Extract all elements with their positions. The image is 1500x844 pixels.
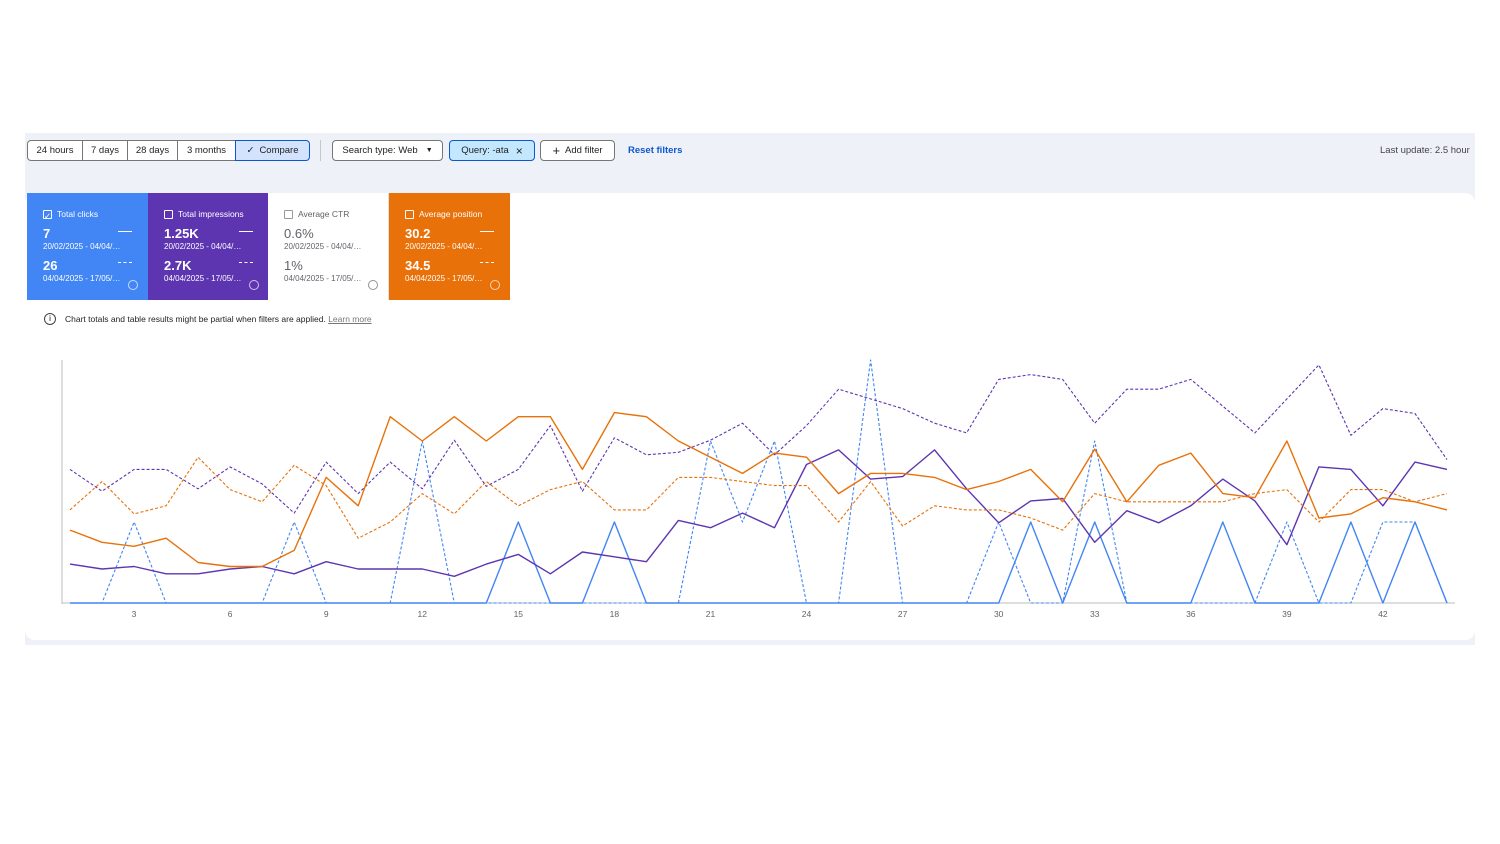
dashed-key bbox=[239, 262, 253, 263]
range-button[interactable]: 24 hours bbox=[27, 140, 83, 161]
card-range: 20/02/2025 - 04/04/… bbox=[43, 242, 121, 251]
range-button[interactable]: 7 days bbox=[82, 140, 128, 161]
x-tick-label: 24 bbox=[802, 609, 812, 619]
card-range: 04/04/2025 - 17/05/… bbox=[43, 274, 121, 283]
checkbox[interactable] bbox=[405, 210, 414, 219]
x-tick-label: 9 bbox=[324, 609, 329, 619]
checkbox[interactable] bbox=[284, 210, 293, 219]
series-line bbox=[69, 364, 1448, 514]
learn-more-link[interactable]: Learn more bbox=[328, 314, 372, 324]
solid-key bbox=[480, 231, 494, 232]
card-range: 04/04/2025 - 17/05/… bbox=[405, 274, 483, 283]
last-update: Last update: 2.5 hour bbox=[1380, 145, 1470, 156]
dropdown-icon: ▼ bbox=[425, 147, 433, 154]
card-value: 1.25K bbox=[164, 226, 199, 241]
checkbox[interactable] bbox=[164, 210, 173, 219]
card-range: 20/02/2025 - 04/04/… bbox=[284, 242, 362, 251]
search-type-label: Search type: Web bbox=[342, 145, 418, 156]
series-line bbox=[69, 449, 1448, 577]
metric-card[interactable]: ✓ Total clicks 7 20/02/2025 - 04/04/… 26 … bbox=[27, 193, 148, 300]
check-icon: ✓ bbox=[246, 145, 255, 156]
series-line bbox=[70, 359, 1448, 604]
x-tick-label: 36 bbox=[1186, 609, 1196, 619]
query-chip[interactable]: Query: -ata × bbox=[449, 140, 535, 161]
x-tick-label: 3 bbox=[132, 609, 137, 619]
search-type-chip[interactable]: Search type: Web ▼ bbox=[332, 140, 443, 161]
card-value: 2.7K bbox=[164, 258, 192, 273]
reset-filters[interactable]: Reset filters bbox=[628, 145, 683, 156]
note: Chart totals and table results might be … bbox=[65, 314, 372, 324]
card-range: 20/02/2025 - 04/04/… bbox=[164, 242, 242, 251]
card-value: 1% bbox=[284, 258, 303, 273]
x-tick-label: 15 bbox=[514, 609, 524, 619]
compare-button[interactable]: ✓ Compare bbox=[235, 140, 310, 161]
x-tick-label: 27 bbox=[898, 609, 908, 619]
card-range: 20/02/2025 - 04/04/… bbox=[405, 242, 483, 251]
x-tick-label: 33 bbox=[1090, 609, 1100, 619]
help-icon[interactable] bbox=[368, 280, 378, 290]
card-label: Average position bbox=[419, 209, 483, 219]
card-value: 0.6% bbox=[284, 226, 314, 241]
checkbox[interactable]: ✓ bbox=[43, 210, 52, 221]
card-label: Total impressions bbox=[178, 209, 244, 219]
card-value: 26 bbox=[43, 258, 58, 273]
card-value: 7 bbox=[43, 226, 51, 241]
x-tick-label: 18 bbox=[610, 609, 620, 619]
note-text: Chart totals and table results might be … bbox=[65, 314, 326, 324]
card-label: Average CTR bbox=[298, 209, 350, 219]
x-tick-label: 21 bbox=[706, 609, 716, 619]
divider bbox=[320, 140, 321, 161]
dashed-key bbox=[480, 262, 494, 263]
solid-key bbox=[118, 231, 132, 232]
x-tick-label: 6 bbox=[228, 609, 233, 619]
metric-card[interactable]: Total impressions 1.25K 20/02/2025 - 04/… bbox=[148, 193, 269, 300]
card-range: 04/04/2025 - 17/05/… bbox=[164, 274, 242, 283]
metric-card[interactable]: Average position 30.2 20/02/2025 - 04/04… bbox=[389, 193, 510, 300]
x-tick-label: 30 bbox=[994, 609, 1004, 619]
series-line bbox=[69, 411, 1448, 568]
solid-key bbox=[239, 231, 253, 232]
card-value: 30.2 bbox=[405, 226, 431, 241]
card-range: 04/04/2025 - 17/05/… bbox=[284, 274, 362, 283]
card-label: Total clicks bbox=[57, 209, 99, 219]
x-tick-label: 12 bbox=[418, 609, 428, 619]
remove-icon[interactable]: × bbox=[515, 143, 523, 158]
compare-label: Compare bbox=[259, 145, 299, 156]
help-icon[interactable] bbox=[249, 280, 259, 290]
info-icon: i bbox=[44, 313, 56, 325]
metric-card[interactable]: Average CTR 0.6% 20/02/2025 - 04/04/… 1%… bbox=[268, 193, 389, 300]
query-label: Query: -ata bbox=[461, 145, 509, 156]
help-icon[interactable] bbox=[128, 280, 138, 290]
add-filter-label: Add filter bbox=[565, 145, 603, 156]
dashed-key bbox=[118, 262, 132, 263]
help-icon[interactable] bbox=[490, 280, 500, 290]
card-value: 34.5 bbox=[405, 258, 431, 273]
x-tick-label: 39 bbox=[1282, 609, 1292, 619]
add-filter-button[interactable]: + Add filter bbox=[540, 140, 615, 161]
x-tick-label: 42 bbox=[1378, 609, 1388, 619]
series-line bbox=[70, 521, 1448, 604]
plus-icon: + bbox=[552, 143, 561, 158]
